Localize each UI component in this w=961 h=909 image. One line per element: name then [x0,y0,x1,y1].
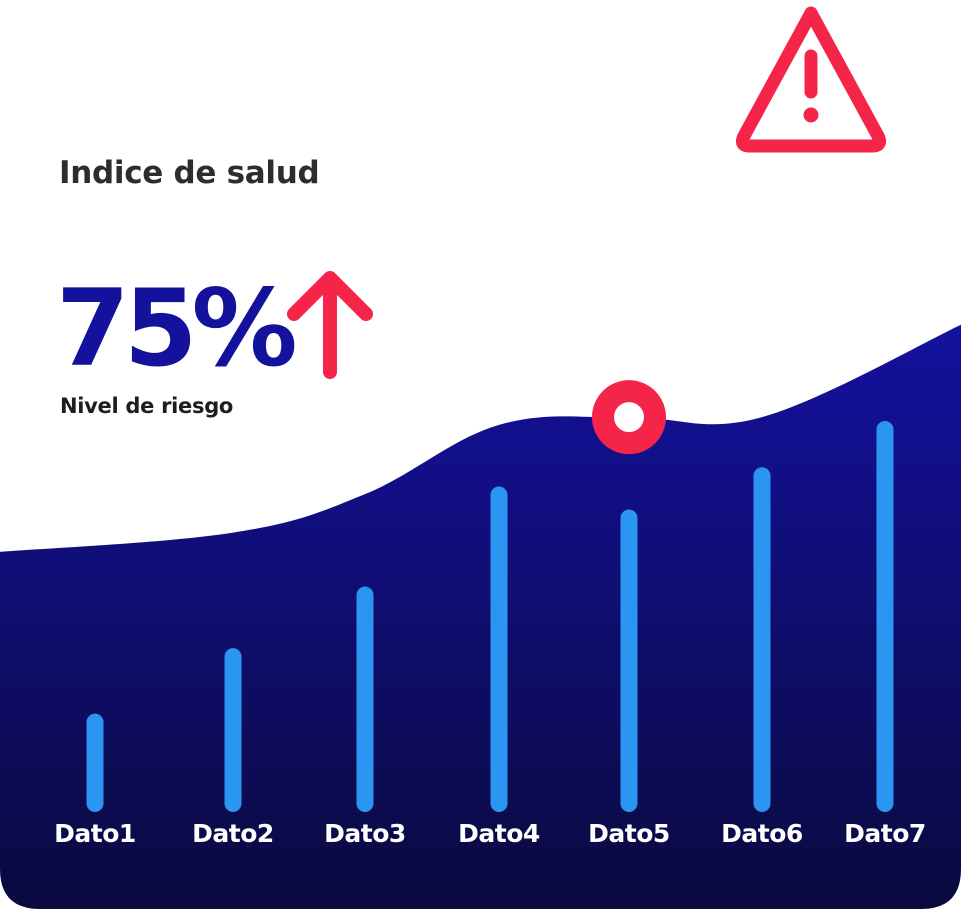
bar-dato1[interactable] [86,713,104,812]
bar-dato3[interactable] [356,586,374,812]
bar-dato7[interactable] [876,421,894,812]
x-tick-label: Dato6 [721,819,803,848]
bar-dato2[interactable] [224,648,242,812]
x-tick-label: Dato3 [324,819,406,848]
marker-center [614,402,644,433]
x-tick-label: Dato1 [54,819,136,848]
bars-layer [86,421,894,812]
page-title: Indice de salud [59,155,320,191]
bar-dato5[interactable] [620,509,638,812]
kpi-label: Nivel de riesgo [60,394,234,418]
x-tick-label: Dato7 [844,819,926,848]
x-tick-label: Dato4 [458,819,540,848]
bar-dato4[interactable] [490,486,508,812]
warning-triangle-icon[interactable] [733,0,889,156]
ring-marker-icon[interactable] [592,380,666,455]
x-tick-label: Dato5 [588,819,670,848]
x-tick-label: Dato2 [192,819,274,848]
kpi-value: 75% [56,267,298,390]
x-tick-labels: Dato1 Dato2 Dato3 Dato4 Dato5 Dato6 Dato7 [54,819,926,848]
bar-dato6[interactable] [753,467,771,812]
arrow-up-icon [287,271,373,379]
